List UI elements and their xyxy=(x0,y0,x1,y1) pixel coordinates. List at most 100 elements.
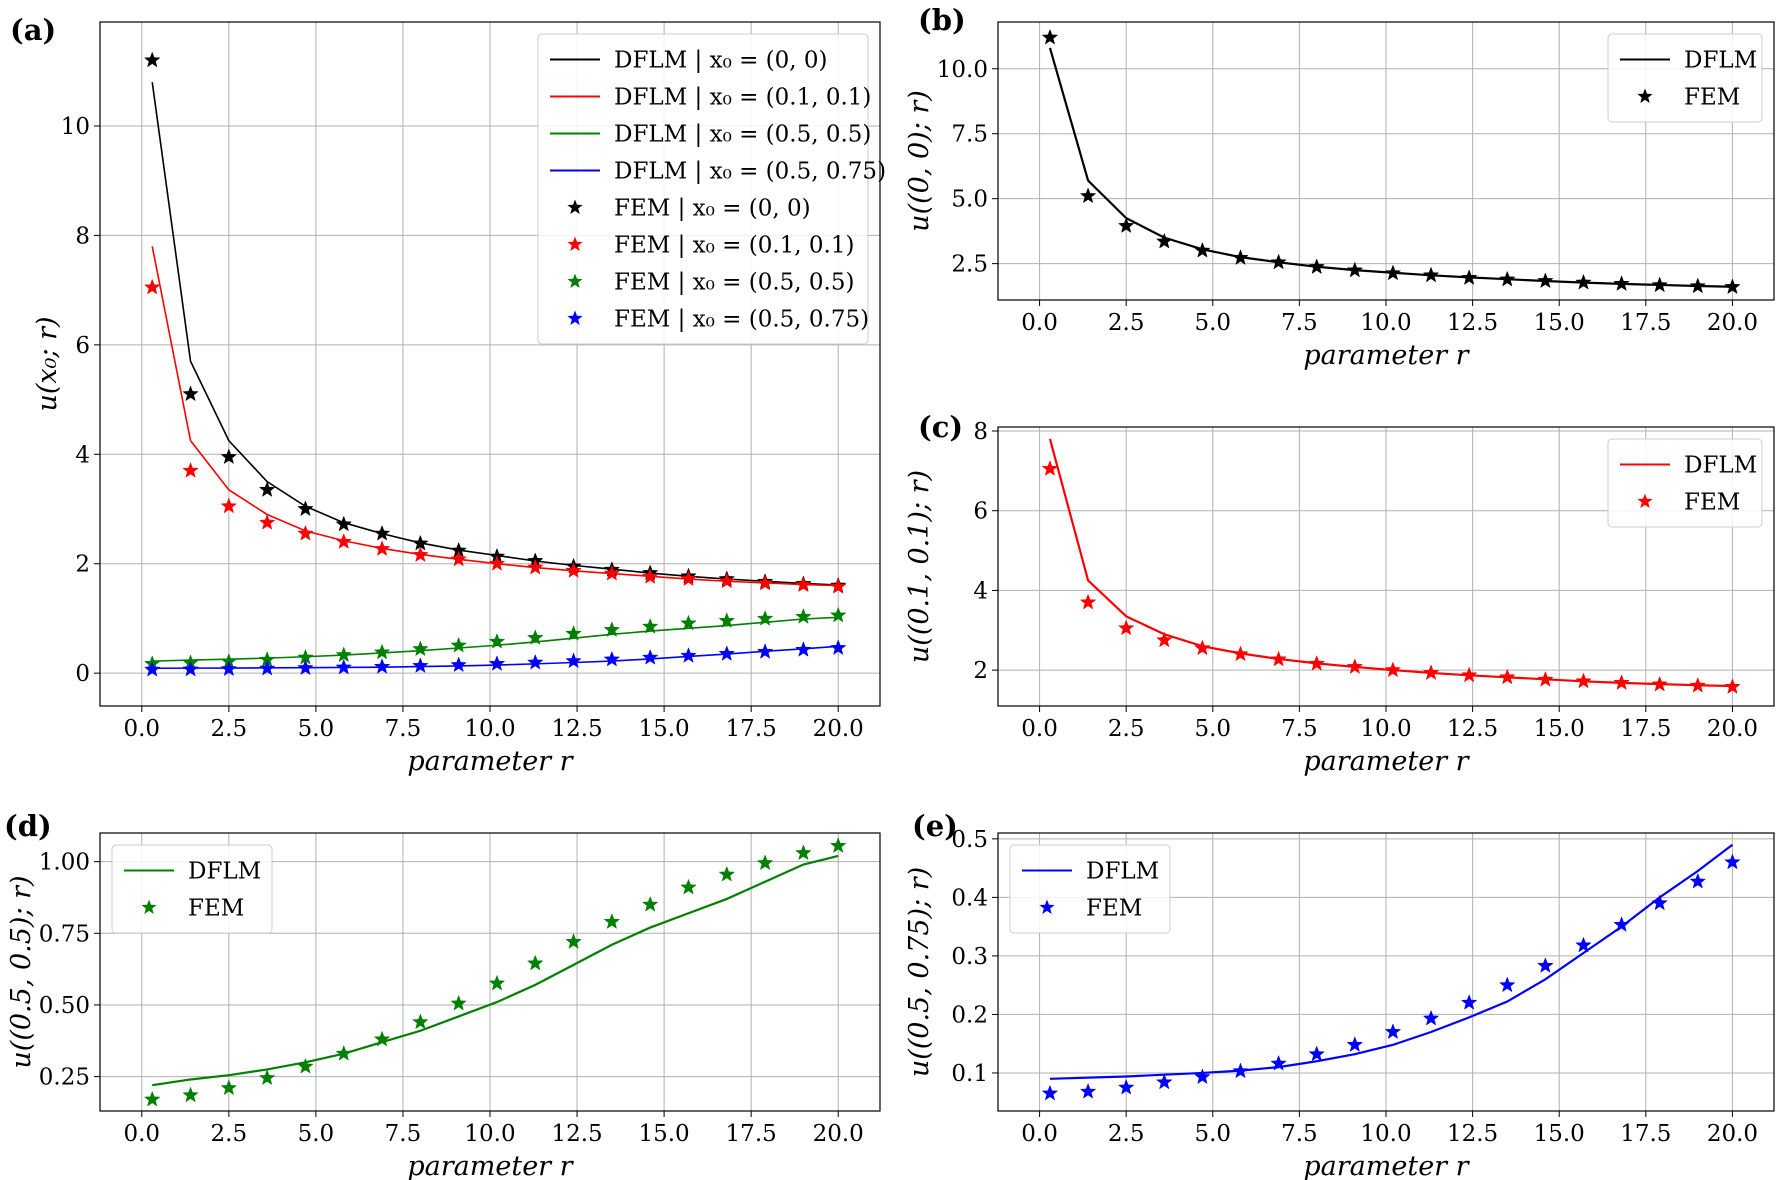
legend-star-swatch xyxy=(567,199,583,214)
data-point-green-marker xyxy=(182,1086,199,1103)
data-point-green-marker xyxy=(335,646,353,663)
y-tick-label: 0.3 xyxy=(951,944,988,970)
data-point-green-marker xyxy=(450,636,467,653)
panel-c: 0.0 2.5 5.0 7.5 10.0 12.5 15.0 17.5 20.0 2 4 6 8 para… xyxy=(904,410,1775,777)
data-point-blue-marker xyxy=(1384,1023,1402,1040)
y-tick-label: 0.4 xyxy=(951,885,988,911)
data-point-black-marker xyxy=(1308,258,1325,275)
data-point-black-marker xyxy=(297,500,314,517)
data-point-green-marker xyxy=(258,1069,276,1086)
data-point-red-marker xyxy=(1194,639,1211,656)
panel-e: 0.0 2.5 5.0 7.5 10.0 12.5 15.0 17.5 20.0 0.1 0.2 0.… xyxy=(904,809,1775,1180)
x-tick-label: 2.5 xyxy=(211,716,248,742)
y-tick-label: 2 xyxy=(973,658,988,684)
x-tick-label: 15.0 xyxy=(1534,716,1585,742)
data-point-green-marker xyxy=(412,1013,429,1030)
data-point-red-marker xyxy=(1460,666,1478,683)
x-tick-label: 20.0 xyxy=(1707,716,1758,742)
x-tick-label: 20.0 xyxy=(813,716,864,742)
y-axis-label: u((0.5, 0.5); r) xyxy=(6,875,37,1068)
x-tick-label: 0.0 xyxy=(1021,1121,1058,1147)
panel-label: (a) xyxy=(10,13,56,47)
data-point-green-marker xyxy=(412,640,429,657)
legend-label: DFLM | x₀ = (0.5, 0.5) xyxy=(614,122,871,148)
data-point-blue-marker xyxy=(1613,916,1630,932)
data-point-blue-marker xyxy=(1537,957,1554,973)
data-point-green-marker xyxy=(718,612,736,628)
data-point-blue-marker xyxy=(1575,936,1592,953)
legend: DFLM FEM xyxy=(111,844,273,934)
x-tick-label: 10.0 xyxy=(464,1121,515,1147)
data-point-black-marker xyxy=(373,524,391,541)
legend-label: DFLM | x₀ = (0, 0) xyxy=(614,48,828,74)
data-point-blue-marker xyxy=(1194,1068,1211,1085)
data-point-blue-marker xyxy=(1156,1073,1173,1090)
data-point-black-marker xyxy=(1117,217,1135,234)
data-point-blue-marker xyxy=(143,660,161,677)
data-point-green-marker xyxy=(565,933,582,949)
data-point-green-marker xyxy=(795,844,812,861)
data-point-blue-marker xyxy=(1308,1045,1325,1062)
data-point-red-marker xyxy=(1232,645,1249,662)
data-point-red-marker xyxy=(1041,460,1059,476)
x-tick-label: 15.0 xyxy=(1534,310,1585,336)
x-tick-label: 5.0 xyxy=(1194,310,1231,336)
data-point-blue-marker xyxy=(335,658,353,675)
plot-area xyxy=(1041,843,1741,1101)
data-point-blue-marker xyxy=(718,645,736,661)
legend-label: DFLM xyxy=(1684,453,1757,479)
data-point-red-marker xyxy=(1308,655,1325,671)
legend-label: FEM | x₀ = (0.5, 0.5) xyxy=(614,270,854,296)
data-point-blue-marker xyxy=(526,653,544,670)
data-point-blue-marker xyxy=(795,641,812,657)
data-point-blue-marker xyxy=(1117,1078,1135,1095)
data-point-red-marker xyxy=(1270,650,1287,667)
x-tick-label: 7.5 xyxy=(1281,1121,1318,1147)
data-point-blue-marker xyxy=(1270,1054,1287,1071)
data-point-blue-marker xyxy=(1498,976,1516,993)
y-tick-label: 0 xyxy=(75,661,90,687)
data-point-blue-marker xyxy=(829,639,847,656)
data-point-red-marker xyxy=(1498,668,1516,685)
legend-box xyxy=(537,33,869,345)
data-point-blue-marker xyxy=(1422,1009,1440,1026)
legend-label: FEM xyxy=(1684,490,1740,516)
y-tick-label: 4 xyxy=(75,442,90,468)
data-point-green-marker xyxy=(526,629,544,645)
x-axis-label: parameter r xyxy=(407,1151,574,1180)
y-tick-label: 0.5 xyxy=(951,827,988,853)
data-point-red-marker xyxy=(756,574,774,591)
y-tick-label: 10.0 xyxy=(937,57,988,83)
plot-area xyxy=(143,837,847,1107)
legend-label: FEM | x₀ = (0.1, 0.1) xyxy=(614,233,854,259)
legend-label: DFLM xyxy=(1086,859,1159,885)
x-tick-label: 17.5 xyxy=(1620,310,1671,336)
data-point-red-marker xyxy=(565,562,582,578)
x-tick-label: 7.5 xyxy=(385,716,422,742)
data-point-black-marker xyxy=(1270,253,1287,270)
x-tick-label: 2.5 xyxy=(1108,310,1145,336)
data-point-green-marker xyxy=(526,954,544,971)
legend-star-swatch xyxy=(567,310,583,325)
data-point-blue-marker xyxy=(1689,872,1707,889)
legend: DFLM FEM xyxy=(1009,844,1171,934)
y-tick-label: 8 xyxy=(973,419,988,445)
data-point-green-marker xyxy=(795,608,812,624)
data-point-black-marker xyxy=(220,448,238,465)
x-tick-label: 12.5 xyxy=(1447,1121,1498,1147)
data-point-black-marker xyxy=(182,385,199,402)
data-point-red-marker xyxy=(143,278,161,295)
data-point-red-marker xyxy=(718,572,736,589)
data-point-green-marker xyxy=(373,643,391,660)
data-point-green-marker xyxy=(756,610,774,626)
panel-label: (d) xyxy=(4,809,52,843)
data-point-black-marker xyxy=(1156,232,1173,249)
data-point-green-marker xyxy=(565,625,582,641)
legend-label: FEM xyxy=(1086,896,1142,922)
panel-label: (b) xyxy=(918,3,966,37)
data-point-blue-marker xyxy=(565,652,582,669)
data-point-red-marker xyxy=(680,570,697,587)
data-point-blue-marker xyxy=(1232,1062,1249,1079)
x-tick-label: 20.0 xyxy=(1707,1121,1758,1147)
data-point-red-marker xyxy=(1079,593,1097,610)
